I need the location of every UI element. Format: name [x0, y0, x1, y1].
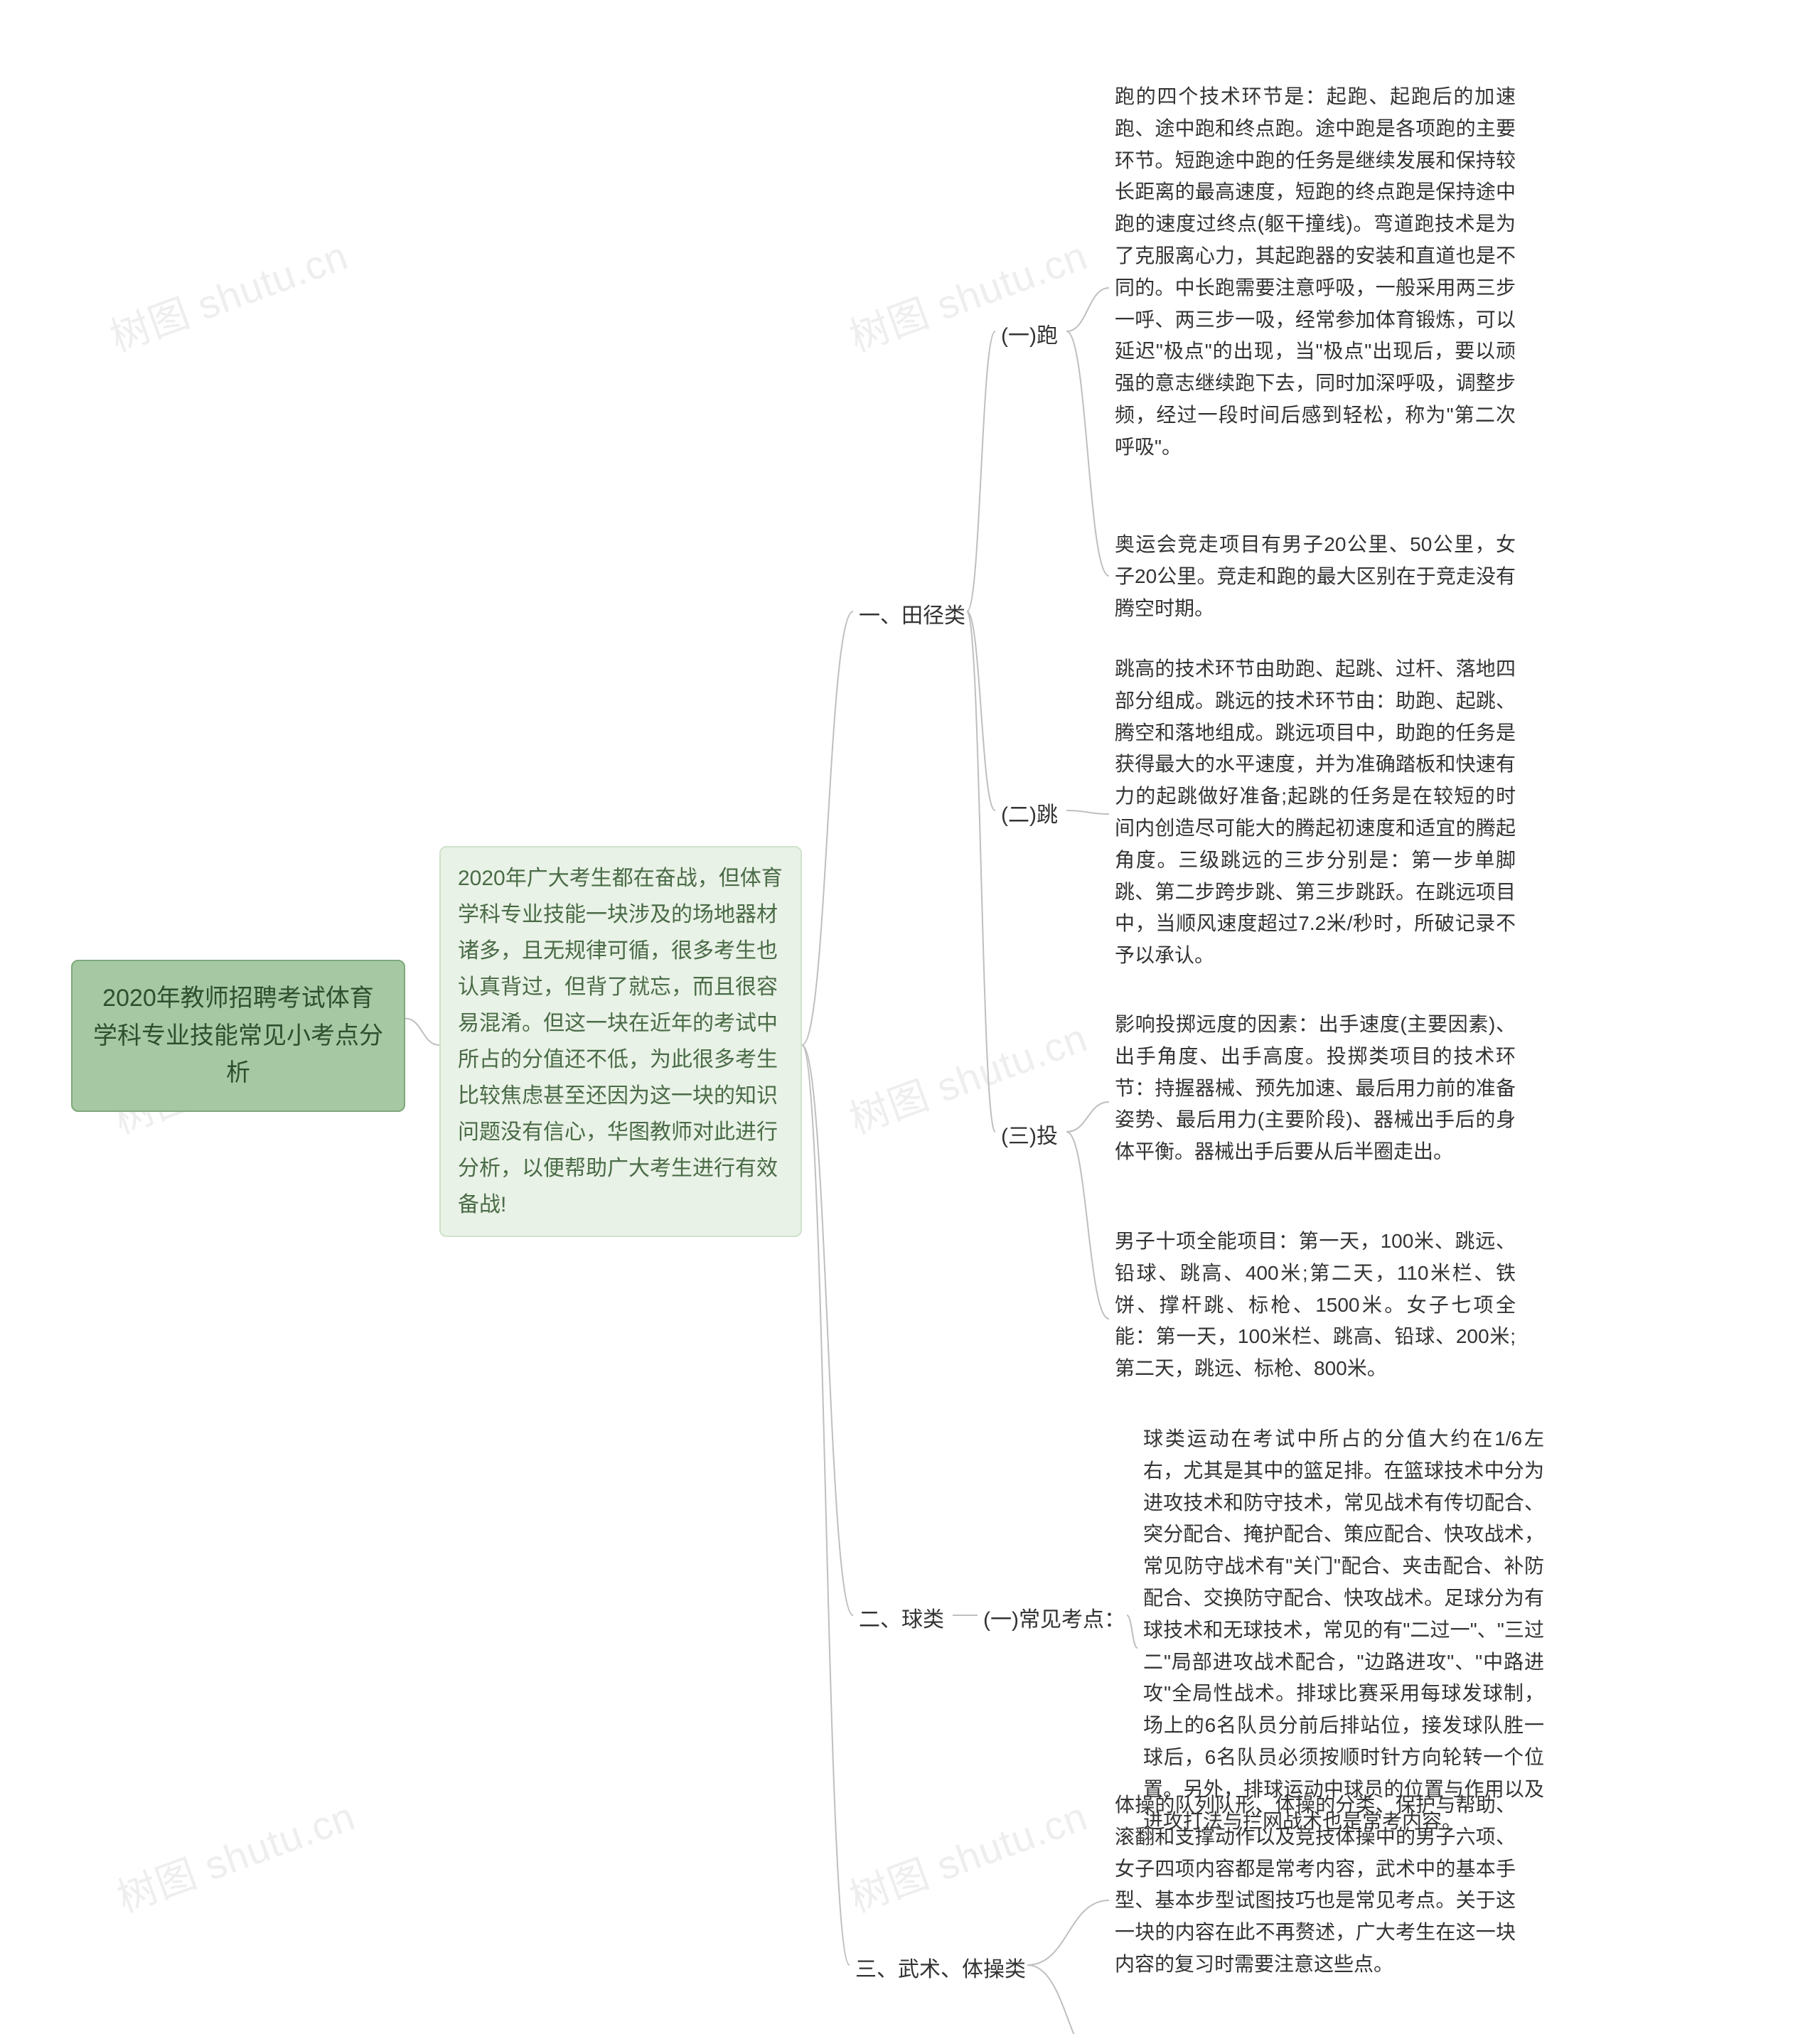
leaf-b1s1l2: 奥运会竞走项目有男子20公里、50公里，女子20公里。竞走和跑的最大区别在于竞走… [1109, 526, 1521, 627]
sub-b1s3: (三)投 [995, 1116, 1066, 1157]
branch-b3: 三、武术、体操类 [850, 1949, 1027, 1991]
watermark: 树图 shutu.cn [108, 1784, 362, 1924]
leaf-b2s1l1: 球类运动在考试中所占的分值大约在1/6左右，尤其是其中的篮足排。在篮球技术中分为… [1138, 1420, 1550, 1840]
leaf-b3l1: 体操的队列队形、体操的分类、保护与帮助、滚翻和支撑动作以及竞技体操中的男子六项、… [1109, 1787, 1521, 1984]
leaf-b1s2l1: 跳高的技术环节由助跑、起跳、过杆、落地四部分组成。跳远的技术环节由：助跑、起跳、… [1109, 651, 1521, 975]
intro-node: 2020年广大考生都在奋战，但体育学科专业技能一块涉及的场地器材诸多，且无规律可… [439, 846, 802, 1237]
leaf-b1s3l2: 男子十项全能项目：第一天，100米、跳远、铅球、跳高、400米;第二天，110米… [1109, 1223, 1521, 1388]
leaf-b1s3l1: 影响投掷远度的因素：出手速度(主要因素)、出手角度、出手高度。投掷类项目的技术环… [1109, 1006, 1521, 1171]
leaf-b1s1l1: 跑的四个技术环节是：起跑、起跑后的加速跑、途中跑和终点跑。途中跑是各项跑的主要环… [1109, 78, 1521, 466]
watermark: 树图 shutu.cn [101, 224, 355, 363]
watermark: 树图 shutu.cn [840, 1784, 1094, 1924]
sub-b1s1: (一)跑 [995, 316, 1066, 357]
branch-b1: 一、田径类 [853, 596, 967, 637]
sub-b2s1: (一)常见考点： [978, 1600, 1127, 1641]
sub-b1s2: (二)跳 [995, 795, 1066, 836]
root-node: 2020年教师招聘考试体育学科专业技能常见小考点分析 [71, 960, 405, 1112]
mindmap-canvas: 树图 shutu.cn树图 shutu.cn树图 shutu.cn树图 shut… [0, 0, 1820, 2034]
branch-b2: 二、球类 [853, 1600, 953, 1641]
